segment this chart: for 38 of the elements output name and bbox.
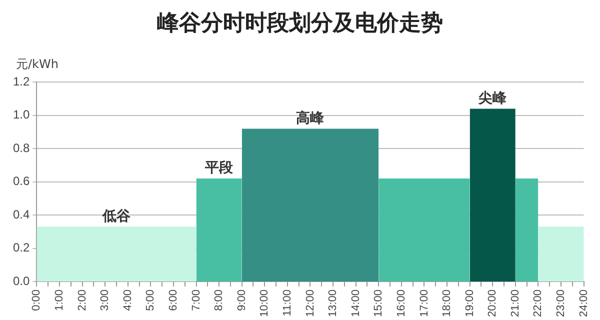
x-tick-label: 20:00 bbox=[486, 289, 499, 318]
x-tick-label: 6:00 bbox=[167, 289, 180, 311]
x-tick-label: 1:00 bbox=[54, 289, 66, 311]
x-tick-label: 8:00 bbox=[213, 289, 226, 311]
x-tick-label: 13:00 bbox=[327, 289, 340, 318]
x-tick-label: 19:00 bbox=[464, 289, 476, 318]
y-tick-label: 0.4 bbox=[12, 207, 30, 222]
x-tick-label: 14:00 bbox=[350, 289, 362, 318]
x-tick-label: 16:00 bbox=[395, 289, 408, 318]
x-tick-label: 21:00 bbox=[509, 289, 522, 318]
x-tick-label: 9:00 bbox=[236, 289, 248, 311]
y-tick-label: 1.2 bbox=[12, 74, 30, 89]
y-axis-title: 元/kWh bbox=[16, 56, 58, 73]
series-label: 尖峰 bbox=[478, 90, 508, 106]
x-tick-label: 18:00 bbox=[441, 289, 454, 318]
x-tick-label: 15:00 bbox=[372, 289, 385, 318]
series-label: 平段 bbox=[204, 160, 234, 176]
series-label: 低谷 bbox=[101, 208, 132, 224]
y-tick-label: 0.2 bbox=[12, 240, 30, 255]
x-tick-label: 3:00 bbox=[99, 289, 112, 311]
y-tick-label: 1.0 bbox=[12, 108, 30, 122]
y-tick-label: 0.0 bbox=[12, 274, 30, 288]
x-tick-label: 4:00 bbox=[122, 289, 134, 311]
x-tick-label: 0:00 bbox=[30, 289, 43, 311]
x-tick-label: 7:00 bbox=[190, 289, 202, 311]
x-tick-label: 23:00 bbox=[555, 289, 568, 318]
x-tick-label: 10:00 bbox=[258, 289, 271, 318]
x-tick-label: 17:00 bbox=[418, 289, 430, 318]
series-label: 高峰 bbox=[296, 109, 326, 126]
x-tick-label: 2:00 bbox=[76, 289, 88, 311]
x-tick-label: 11:00 bbox=[281, 289, 294, 316]
x-tick-label: 24:00 bbox=[578, 289, 590, 318]
chart-title: 峰谷分时时段划分及电价走势 bbox=[156, 10, 444, 38]
y-tick-label: 0.6 bbox=[12, 174, 30, 188]
x-tick-label: 22:00 bbox=[532, 289, 544, 318]
x-tick-label: 12:00 bbox=[304, 289, 316, 318]
x-tick-label: 5:00 bbox=[144, 289, 157, 311]
y-tick-label: 0.8 bbox=[12, 140, 30, 155]
